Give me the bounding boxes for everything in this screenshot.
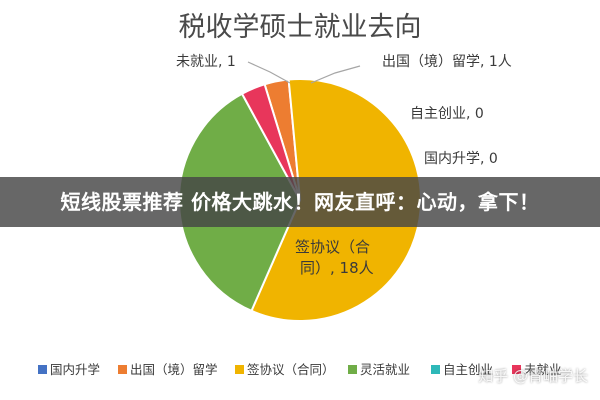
legend-swatch-entrepreneurship xyxy=(431,365,440,374)
legend-label-entrepreneurship: 自主创业 xyxy=(443,362,493,377)
watermark: 知乎 @青岫学长 xyxy=(478,367,588,385)
data-label-unemployed: 未就业, 1 xyxy=(176,54,236,70)
legend-swatch-unemployed xyxy=(512,365,521,374)
data-label-overseas: 出国（境）留学, 1人 xyxy=(382,54,512,70)
legend-label-overseas-study: 出国（境）留学 xyxy=(130,362,218,377)
data-label-domestic-study: 国内升学, 0 xyxy=(424,151,498,167)
legend-label-flexible-employment: 灵活就业 xyxy=(360,362,410,377)
legend-swatch-domestic-study xyxy=(38,365,47,374)
leader-line-overseas xyxy=(310,65,361,84)
data-label-contract-line1: 签协议（合 xyxy=(295,238,370,256)
chart-title: 税收学硕士就业去向 xyxy=(179,12,422,43)
legend-label-domestic-study: 国内升学 xyxy=(50,362,100,377)
legend-swatch-overseas-study xyxy=(118,365,127,374)
legend-label-contract: 签协议（合同） xyxy=(247,362,335,377)
ad-banner[interactable]: 短线股票推荐 价格大跳水！网友直呼：心动，拿下！ xyxy=(0,177,600,227)
data-label-entrepreneurship: 自主创业, 0 xyxy=(410,106,484,122)
legend-swatch-flexible-employment xyxy=(348,365,357,374)
legend-label-unemployed: 未就业 xyxy=(524,362,562,377)
leader-line-unemployed xyxy=(247,61,291,84)
data-label-contract-line2: 同）, 18人 xyxy=(300,259,374,277)
legend-swatch-contract xyxy=(235,365,244,374)
pie-slice-unemployed xyxy=(240,83,301,201)
chart-legend: 国内升学 出国（境）留学 签协议（合同） 灵活就业 自主创业 未就业 xyxy=(38,362,562,377)
